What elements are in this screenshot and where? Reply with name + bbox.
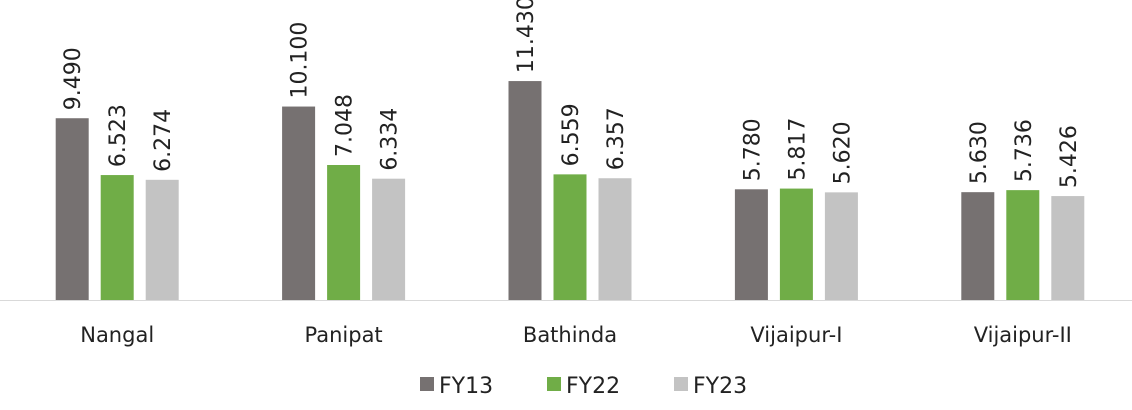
bar-nangal-fy23 <box>145 179 179 300</box>
bar-panipat-fy13 <box>282 106 316 300</box>
data-label-bathinda-fy23: 6.357 <box>604 107 629 170</box>
data-label-bathinda-fy22: 6.559 <box>559 103 584 166</box>
category-labels-group: Nangal Panipat Bathinda Vijaipur-I Vijaipur-… <box>80 323 1072 347</box>
bar-vijaipur-ii-fy13 <box>961 192 995 300</box>
legend-label-fy13: FY13 <box>439 374 493 399</box>
data-label-nangal-fy22: 6.523 <box>106 104 131 167</box>
legend-label-fy22: FY22 <box>566 374 620 399</box>
data-label-panipat-fy22: 7.048 <box>333 94 358 157</box>
data-label-bathinda-fy13: 11.430 <box>514 0 539 73</box>
bars-group <box>55 81 1085 301</box>
bar-vijaipur-i-fy23 <box>824 192 858 300</box>
data-label-vijaipur-ii-fy22: 5.736 <box>1012 119 1037 182</box>
bar-vijaipur-i-fy22 <box>779 188 813 300</box>
legend: FY13 FY22 FY23 <box>420 374 747 399</box>
data-label-vijaipur-i-fy23: 5.620 <box>830 121 855 184</box>
data-label-nangal-fy23: 6.274 <box>151 109 176 172</box>
data-label-vijaipur-i-fy22: 5.817 <box>785 118 810 181</box>
bar-vijaipur-ii-fy22 <box>1006 190 1040 300</box>
category-label: Panipat <box>305 323 383 347</box>
category-label: Bathinda <box>523 323 617 347</box>
legend-swatch-fy13 <box>420 377 434 391</box>
category-label: Vijaipur-I <box>750 323 842 347</box>
data-label-vijaipur-i-fy13: 5.780 <box>740 118 765 181</box>
data-label-vijaipur-ii-fy23: 5.426 <box>1057 125 1082 188</box>
data-label-vijaipur-ii-fy13: 5.630 <box>967 121 992 184</box>
bar-vijaipur-i-fy13 <box>734 189 768 300</box>
bar-nangal-fy22 <box>100 175 134 300</box>
data-label-panipat-fy23: 6.334 <box>378 108 403 171</box>
category-label: Nangal <box>80 323 154 347</box>
data-label-nangal-fy13: 9.490 <box>61 47 86 110</box>
legend-swatch-fy23 <box>674 377 688 391</box>
bar-panipat-fy22 <box>327 165 361 300</box>
bar-panipat-fy23 <box>372 178 406 300</box>
legend-label-fy23: FY23 <box>693 374 747 399</box>
data-label-panipat-fy13: 10.100 <box>288 22 313 99</box>
bar-vijaipur-ii-fy23 <box>1051 196 1085 300</box>
category-label: Vijaipur-II <box>974 323 1072 347</box>
bar-nangal-fy13 <box>55 118 89 301</box>
data-labels-group: 9.490 6.523 6.274 10.100 7.048 6.334 11.430 6.5… <box>61 0 1082 188</box>
bar-bathinda-fy13 <box>508 81 542 301</box>
bar-bathinda-fy22 <box>553 174 587 300</box>
legend-swatch-fy22 <box>547 377 561 391</box>
bar-bathinda-fy23 <box>598 178 632 300</box>
